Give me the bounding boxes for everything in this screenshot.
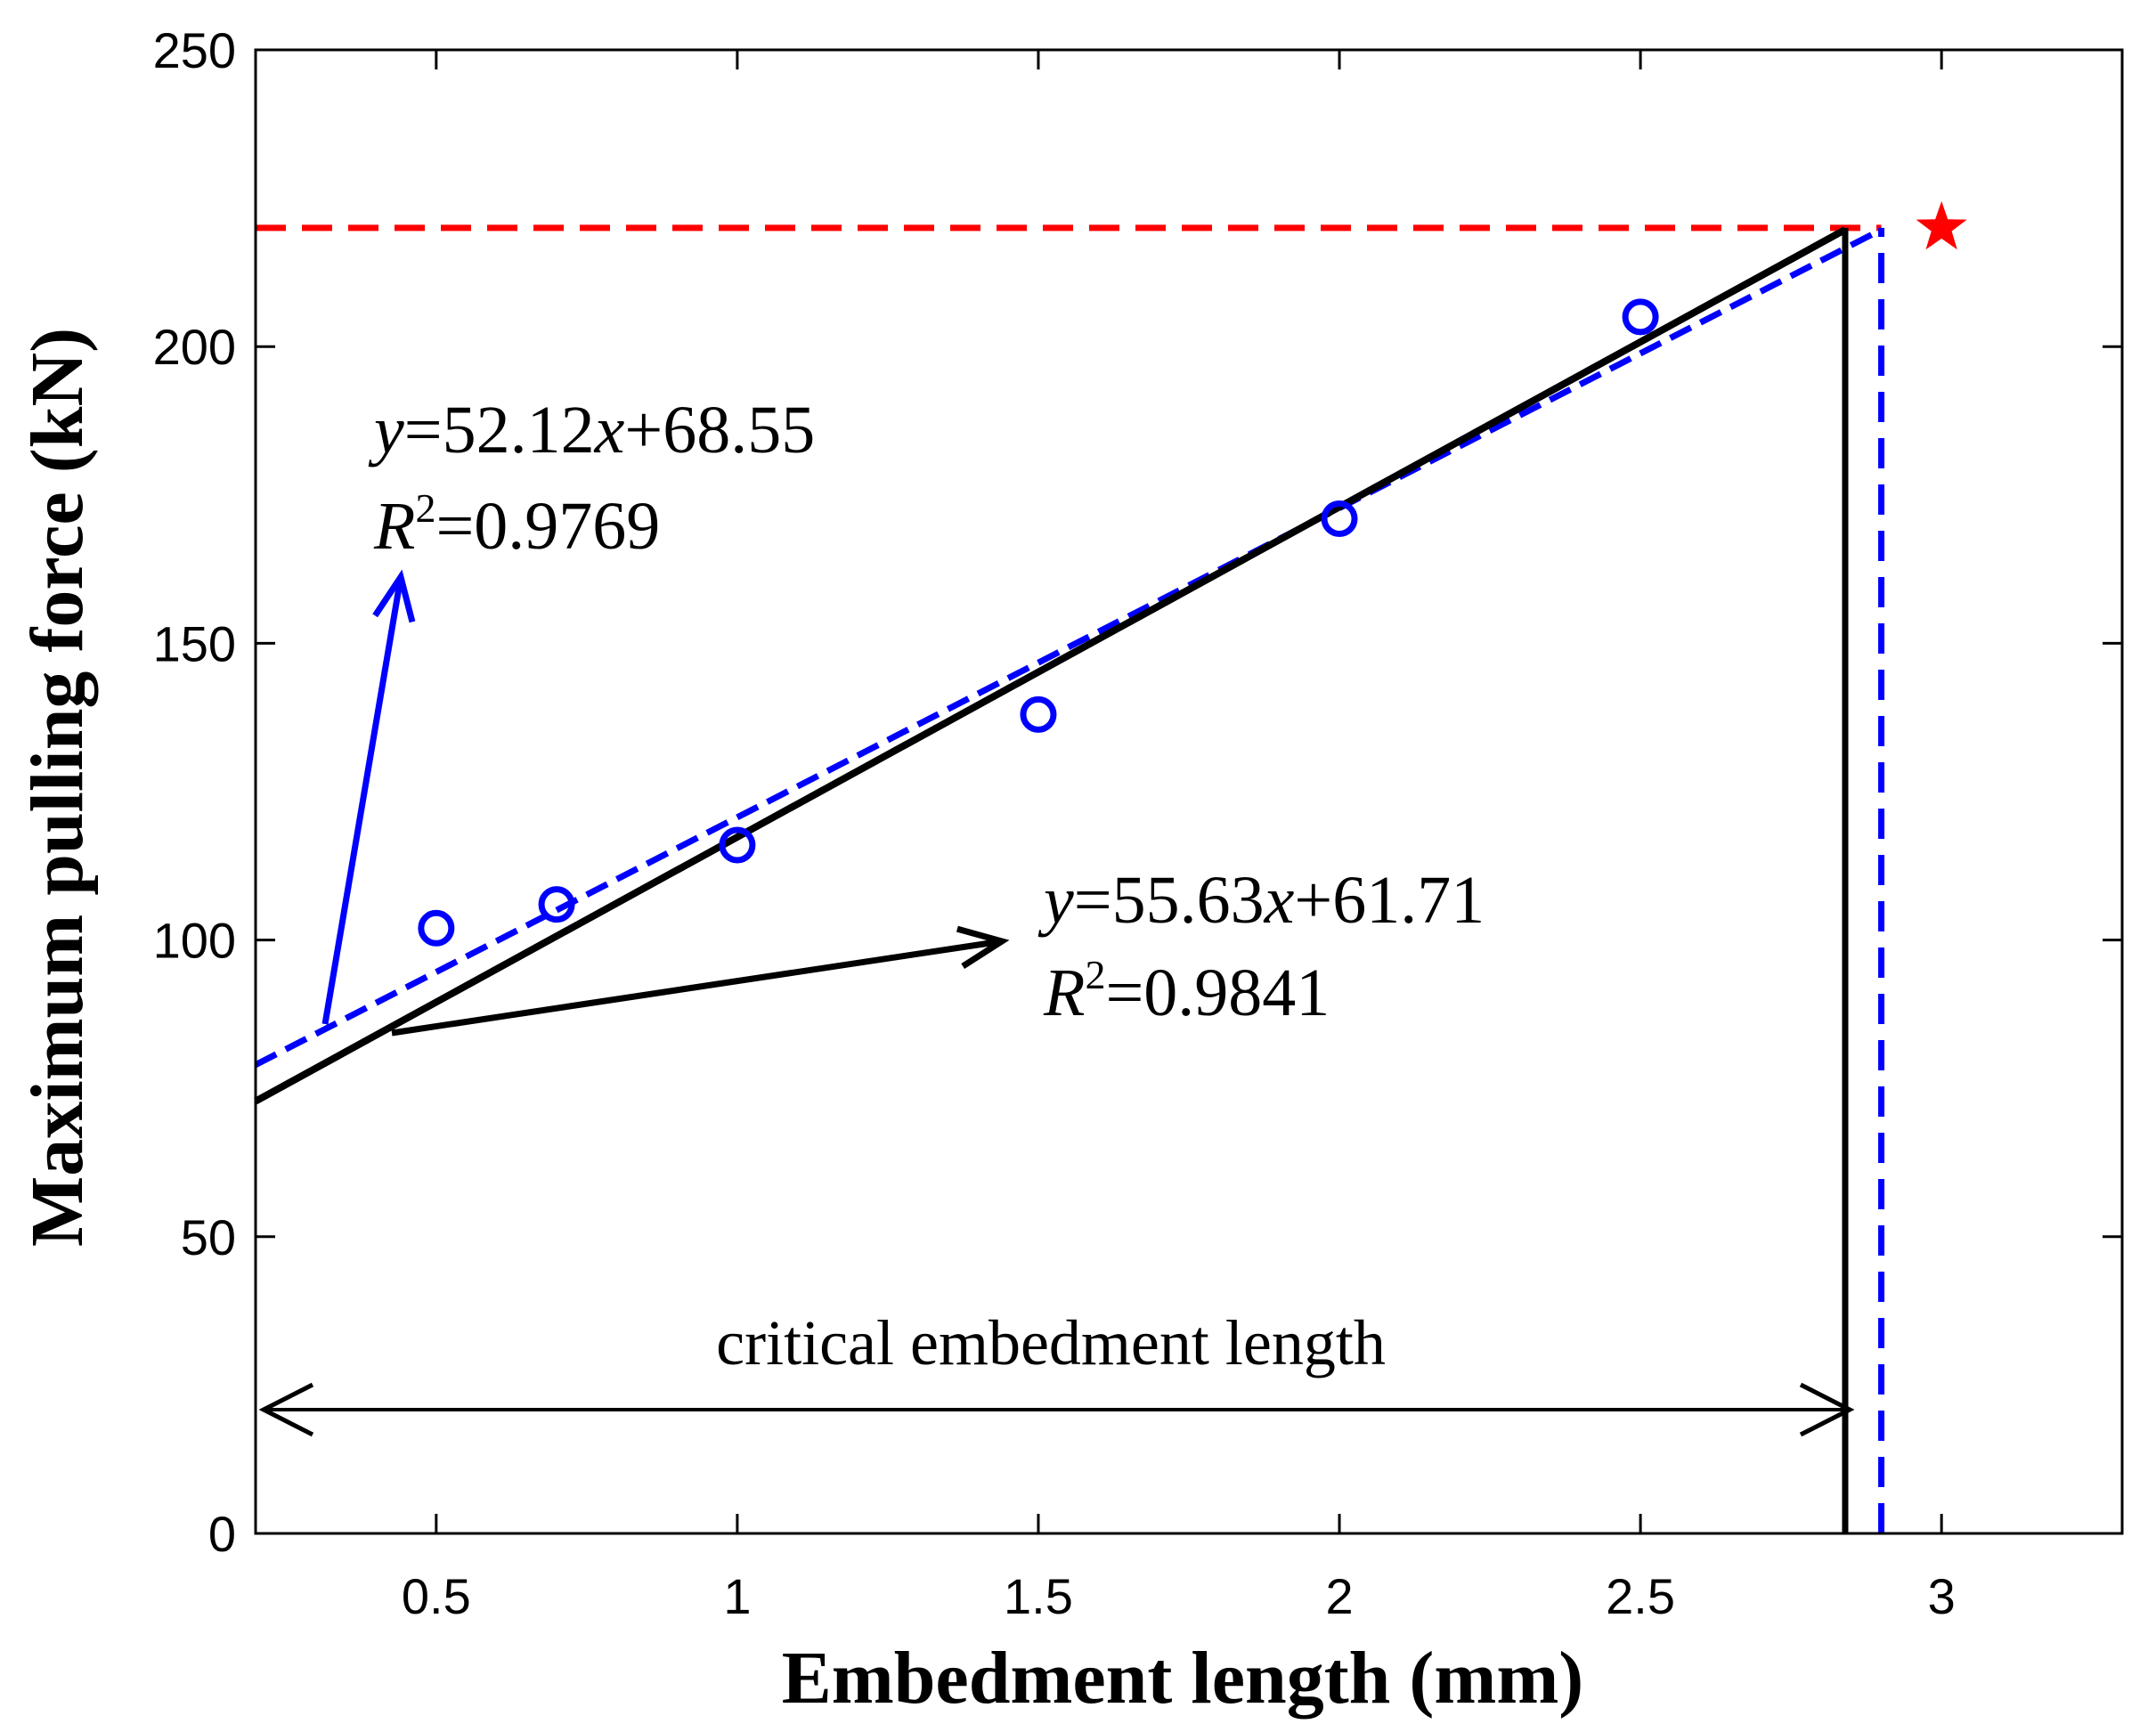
black-fit-equation: y=55.63x+61.71 (1037, 863, 1485, 938)
y-tick-labels: 0 50 100 150 200 250 (153, 22, 236, 1562)
y-axis-title: Maximum pulling force (kN) (16, 328, 99, 1247)
reference-lines (256, 224, 1885, 1533)
blue-annotation-arrow-shaft (321, 576, 404, 1025)
y-tick-label: 0 (208, 1506, 236, 1562)
black-fit-r2: R2=0.9841 (1043, 952, 1330, 1030)
y-tick-label: 200 (153, 319, 236, 375)
data-point (1020, 695, 1057, 733)
annotation-arrows (258, 569, 1855, 1437)
data-point (418, 909, 455, 947)
black-annotation-arrow-head (956, 925, 1010, 969)
fit-lines (254, 226, 1883, 1105)
data-point (538, 886, 575, 923)
blue-annotation-arrow-head (372, 569, 416, 623)
x-axis-title: Embedment length (mm) (782, 1637, 1584, 1720)
data-point (1622, 298, 1659, 336)
critical-length-label: critical embedment length (716, 1307, 1386, 1378)
black-fit-line (254, 226, 1847, 1105)
x-tick-label: 2 (1325, 1568, 1353, 1624)
y-tick-label: 50 (181, 1209, 236, 1265)
x-tick-label: 0.5 (402, 1568, 471, 1624)
y-tick-label: 100 (153, 913, 236, 969)
x-tick-label: 1.5 (1004, 1568, 1073, 1624)
black-annotation-arrow-shaft (391, 938, 1003, 1037)
data-points (418, 200, 1967, 947)
y-tick-label: 150 (153, 615, 236, 671)
data-point (1321, 500, 1358, 537)
x-tick-label: 1 (723, 1568, 751, 1624)
y-tick-label: 250 (153, 22, 236, 78)
plot-frame (254, 48, 2124, 1535)
critical-length-arrow-left-head (258, 1382, 314, 1437)
critical-length-arrow-right-head (1799, 1382, 1855, 1437)
blue-fit-r2: R2=0.9769 (373, 485, 660, 564)
blue-fit-equation: y=52.12x+68.55 (368, 393, 815, 468)
star-marker (1916, 200, 1967, 250)
x-tick-label: 2.5 (1606, 1568, 1675, 1624)
data-point (719, 826, 756, 864)
x-tick-label: 3 (1928, 1568, 1956, 1624)
blue-fit-line (254, 226, 1883, 1068)
x-tick-labels: 0.5 1 1.5 2 2.5 3 (402, 1568, 1956, 1624)
